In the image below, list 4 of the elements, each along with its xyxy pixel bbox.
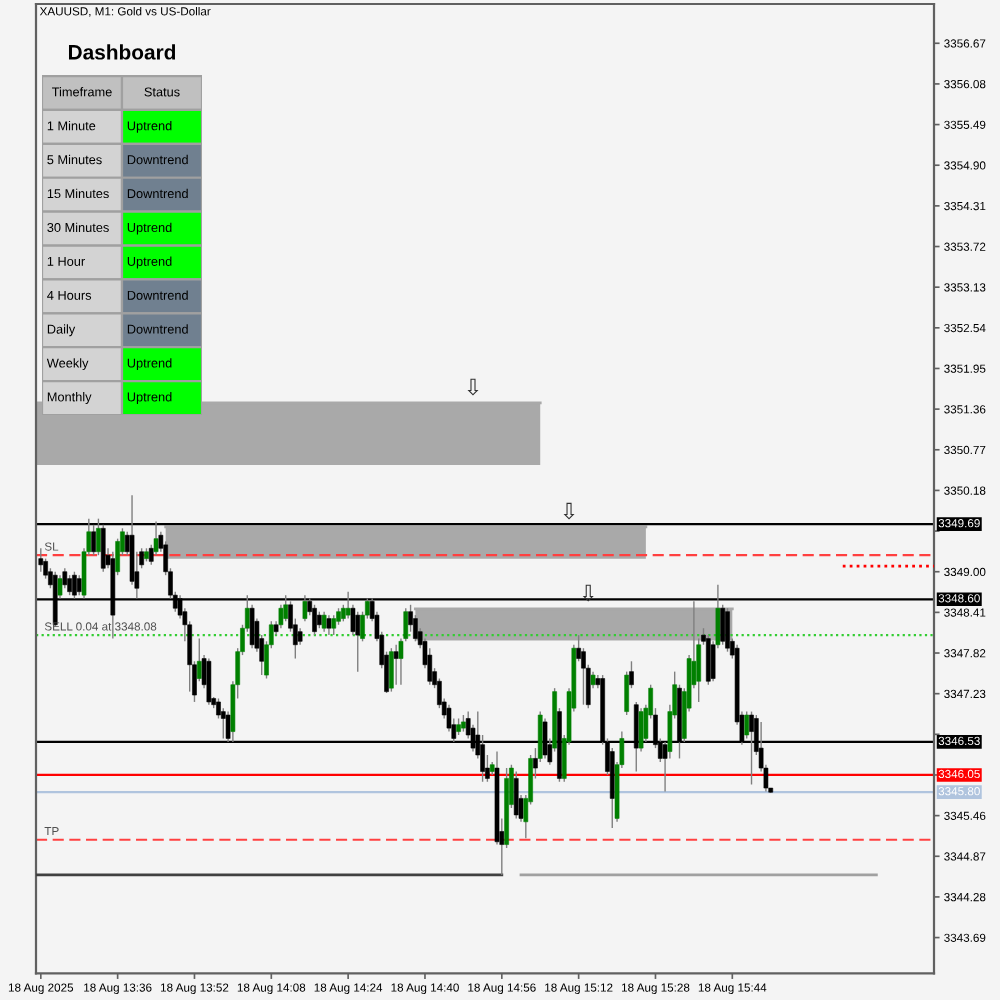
text: Dashboard xyxy=(68,44,176,60)
annotation: ⇩ xyxy=(563,502,575,520)
annotation: ⇩ xyxy=(467,378,479,396)
annotation: ⇩ xyxy=(582,584,594,602)
